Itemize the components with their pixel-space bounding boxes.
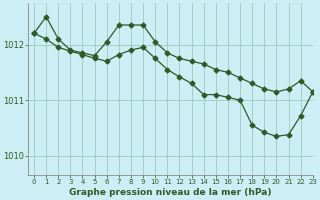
X-axis label: Graphe pression niveau de la mer (hPa): Graphe pression niveau de la mer (hPa) (69, 188, 272, 197)
